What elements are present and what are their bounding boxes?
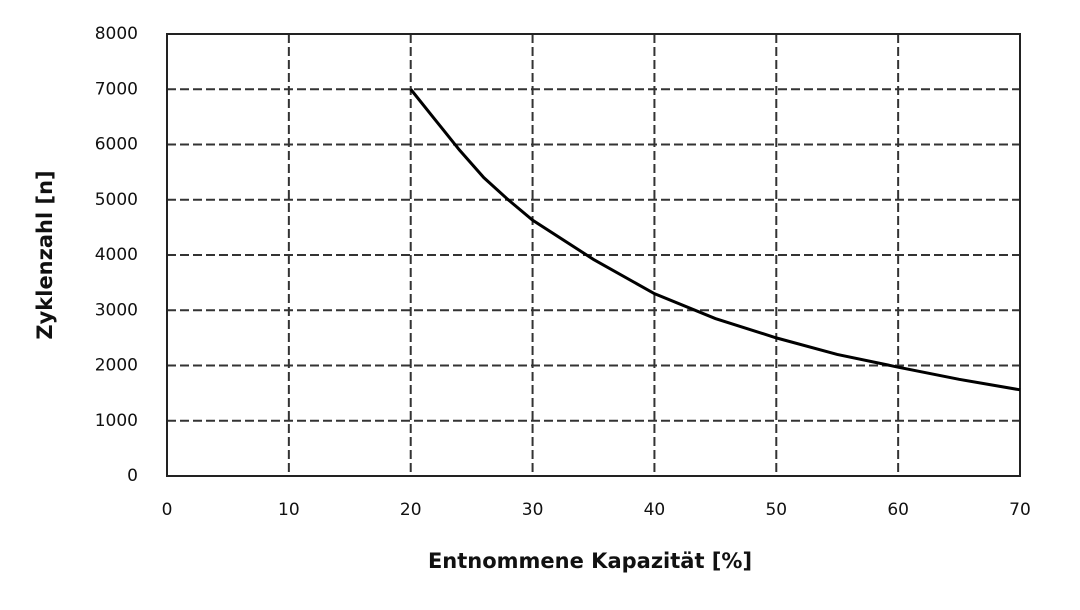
x-tick-label: 30 bbox=[522, 500, 544, 520]
x-tick-label: 0 bbox=[162, 500, 173, 520]
x-tick-label: 40 bbox=[644, 500, 666, 520]
y-axis-title: Zyklenzahl [n] bbox=[33, 170, 57, 339]
y-tick-label: 1000 bbox=[95, 411, 138, 431]
x-axis-title: Entnommene Kapazität [%] bbox=[428, 549, 752, 573]
plot-frame bbox=[166, 33, 1021, 477]
y-tick-label: 2000 bbox=[95, 356, 138, 376]
y-tick-label: 6000 bbox=[95, 135, 138, 155]
line-series bbox=[409, 88, 1021, 392]
x-tick-label: 60 bbox=[887, 500, 909, 520]
y-tick-label: 3000 bbox=[95, 300, 138, 320]
y-tick-label: 8000 bbox=[95, 24, 138, 44]
y-tick-label: 5000 bbox=[95, 190, 138, 210]
x-tick-label: 50 bbox=[765, 500, 787, 520]
y-tick-label: 0 bbox=[127, 466, 138, 486]
y-tick-label: 4000 bbox=[95, 245, 138, 265]
x-tick-label: 10 bbox=[278, 500, 300, 520]
x-tick-label: 70 bbox=[1009, 500, 1031, 520]
x-tick-label: 20 bbox=[400, 500, 422, 520]
y-tick-label: 7000 bbox=[95, 79, 138, 99]
